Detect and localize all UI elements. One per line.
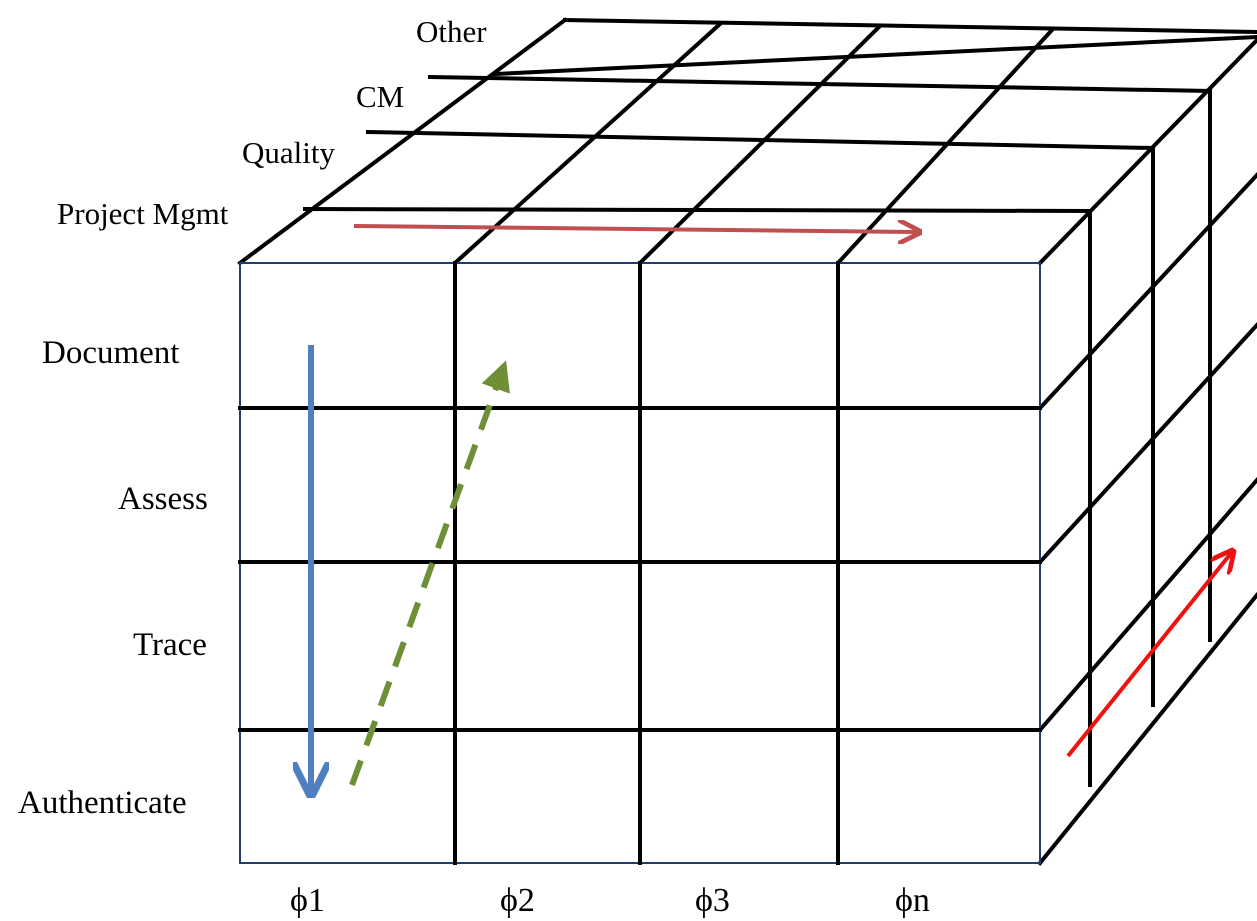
depth-label-other: Other xyxy=(416,14,487,49)
column-labels: ϕ1 ϕ2 ϕ3 ϕn xyxy=(290,882,930,919)
column-label-phi3: ϕ3 xyxy=(695,882,730,919)
depth-label-project-mgmt: Project Mgmt xyxy=(57,196,229,231)
front-face-grid xyxy=(238,261,1042,865)
side-red-arrow xyxy=(1066,552,1232,758)
row-labels: Document Assess Trace Authenticate xyxy=(18,335,208,821)
depth-layer-labels: Other CM Quality Project Mgmt xyxy=(57,14,487,231)
column-label-phin: ϕn xyxy=(895,882,930,919)
row-label-assess: Assess xyxy=(118,481,208,517)
right-face-grid xyxy=(1037,89,1257,866)
column-label-phi1: ϕ1 xyxy=(290,882,325,919)
arrows xyxy=(311,226,1232,792)
top-face-grid xyxy=(237,17,1257,266)
column-label-phi2: ϕ2 xyxy=(500,882,535,919)
row-label-trace: Trace xyxy=(133,627,207,663)
top-dark-red-arrow xyxy=(353,226,918,232)
depth-label-quality: Quality xyxy=(242,135,335,170)
row-label-document: Document xyxy=(42,335,179,371)
green-dashed-arrow xyxy=(349,360,510,787)
row-label-authenticate: Authenticate xyxy=(18,785,187,821)
depth-label-cm: CM xyxy=(356,79,404,114)
